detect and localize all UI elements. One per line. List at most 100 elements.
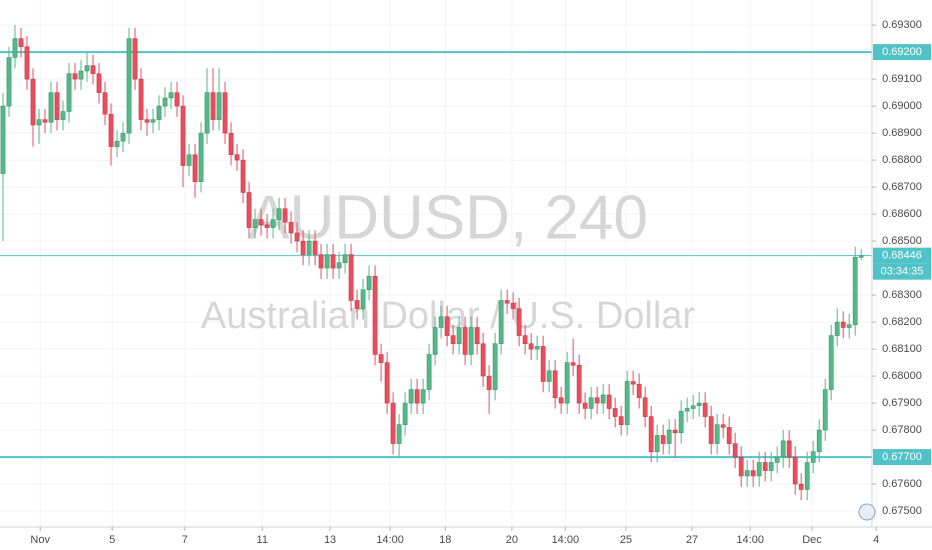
candle-body (522, 335, 528, 344)
candle-body (768, 462, 774, 471)
candle-body (774, 456, 780, 463)
candle-body (18, 38, 24, 47)
y-tick-label: 0.68700 (882, 181, 922, 193)
candle-body (756, 462, 762, 477)
y-tick-label: 0.69000 (882, 100, 922, 112)
candle-body (570, 362, 576, 366)
candle-body (108, 113, 114, 147)
last-price-badge (873, 247, 931, 264)
y-tick-label: 0.67600 (882, 478, 922, 490)
candle-body (12, 38, 18, 58)
candle-body (432, 327, 438, 355)
candle-body (156, 105, 162, 120)
x-tick-label: 25 (620, 534, 632, 546)
candle-body (24, 46, 30, 80)
candle-body (222, 92, 228, 134)
x-tick-label: 5 (109, 534, 115, 546)
candle-body (276, 208, 282, 220)
candle-body (516, 308, 522, 336)
candle-body (84, 65, 90, 72)
candle-body (150, 119, 156, 123)
candle-body (624, 381, 630, 425)
candle-body (438, 316, 444, 328)
candle-body (498, 300, 504, 344)
candle-body (528, 343, 534, 350)
countdown-badge (873, 263, 931, 280)
y-tick-label: 0.68100 (882, 343, 922, 355)
candle-body (114, 140, 120, 147)
candle-body (408, 389, 414, 404)
candle-body (558, 397, 564, 404)
y-tick-label: 0.68800 (882, 154, 922, 166)
x-tick-label: 20 (506, 534, 518, 546)
candle-body (444, 316, 450, 336)
candle-body (42, 119, 48, 123)
candle-body (642, 397, 648, 417)
horizontal-line-label: 0.69200 (882, 46, 922, 58)
x-tick-label: 18 (439, 534, 451, 546)
candle-body (252, 219, 258, 228)
candle-body (186, 154, 192, 166)
candle-body (342, 254, 348, 263)
candle-body (552, 370, 558, 398)
candle-body (594, 397, 600, 404)
candle-body (732, 443, 738, 458)
candle-body (396, 424, 402, 444)
candle-body (816, 429, 822, 452)
candle-body (282, 208, 288, 223)
candle-body (450, 335, 456, 344)
candle-body (810, 451, 816, 463)
candle-body (138, 78, 144, 120)
x-tick-label: 4 (873, 534, 879, 546)
candle-body (636, 383, 642, 398)
candle-body (714, 424, 720, 444)
y-tick-label: 0.68500 (882, 235, 922, 247)
candle-body (348, 254, 354, 301)
candle-body (270, 219, 276, 228)
candle-body (762, 462, 768, 471)
y-tick-label: 0.68900 (882, 127, 922, 139)
candle-body (144, 119, 150, 123)
candle-body (402, 402, 408, 425)
candle-body (354, 300, 360, 309)
candle-body (666, 429, 672, 444)
candle-body (390, 402, 396, 444)
x-tick-label: 27 (686, 534, 698, 546)
candle-body (786, 440, 792, 458)
candle-body (750, 470, 756, 477)
candle-body (690, 405, 696, 409)
horizontal-line-badge (873, 449, 931, 466)
x-tick-label: 14:00 (736, 534, 764, 546)
candle-body (72, 73, 78, 80)
x-tick-label: Nov (30, 534, 50, 546)
candle-body (162, 97, 168, 107)
candle-body (66, 73, 72, 112)
candle-body (486, 375, 492, 390)
candle-body (564, 362, 570, 404)
candle-body (720, 424, 726, 428)
candle-body (0, 105, 6, 174)
candle-body (258, 219, 264, 226)
candle-body (462, 327, 468, 355)
candle-body (240, 159, 246, 193)
candle-body (360, 289, 366, 309)
y-tick-label: 0.67900 (882, 397, 922, 409)
candle-body (48, 92, 54, 123)
candle-body (168, 92, 174, 99)
candle-body (456, 327, 462, 344)
candle-body (468, 327, 474, 355)
candle-body (60, 111, 66, 120)
y-tick-label: 0.68000 (882, 370, 922, 382)
x-tick-label: 7 (182, 534, 188, 546)
candle-body (726, 427, 732, 444)
x-tick-label: 13 (324, 534, 336, 546)
candle-body (618, 416, 624, 425)
candle-body (330, 254, 336, 269)
x-tick-label: 14:00 (376, 534, 404, 546)
candle-body (174, 92, 180, 107)
x-tick-label: 11 (257, 534, 268, 546)
candle-body (684, 408, 690, 412)
candle-body (384, 362, 390, 404)
candle-body (126, 38, 132, 134)
